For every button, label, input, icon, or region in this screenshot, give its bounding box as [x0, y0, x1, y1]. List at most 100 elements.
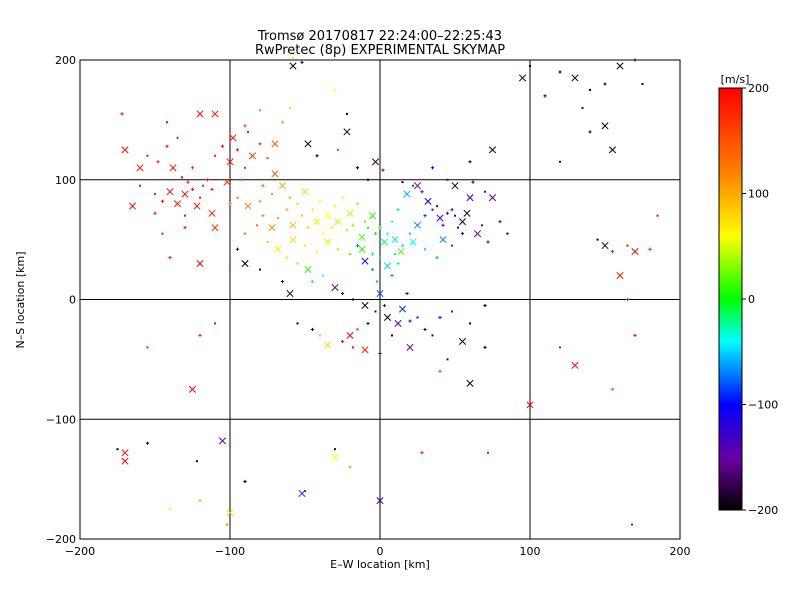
colorbar	[718, 87, 743, 511]
scatter-point	[348, 465, 352, 469]
scatter-point	[484, 190, 486, 193]
scatter-point	[400, 244, 405, 248]
scatter-point	[310, 327, 315, 332]
scatter-point	[315, 154, 319, 158]
grid-lines	[80, 60, 680, 539]
scatter-point	[596, 238, 599, 241]
scatter-point	[190, 187, 195, 191]
scatter-point	[196, 260, 204, 268]
scatter-point	[330, 226, 334, 230]
scatter-point	[439, 236, 447, 244]
y-tick-label: 100	[55, 174, 76, 187]
scatter-point	[214, 154, 216, 157]
scatter-point	[303, 244, 307, 248]
scatter-point	[211, 224, 219, 232]
scatter-point	[361, 346, 369, 354]
scatter-point	[160, 199, 165, 203]
scatter-point	[205, 178, 210, 182]
scatter-point	[343, 128, 351, 136]
x-ticks: −200 −100 0 100 200	[65, 545, 691, 558]
scatter-point	[188, 385, 197, 393]
scatter-point	[430, 166, 435, 170]
scatter-point	[322, 232, 324, 235]
scatter-point	[337, 148, 339, 151]
scatter-point	[301, 188, 309, 196]
scatter-point	[487, 451, 489, 454]
scatter-point	[136, 164, 144, 172]
scatter-point	[483, 345, 487, 349]
scatter-point	[310, 208, 315, 212]
scatter-point	[631, 523, 633, 526]
scatter-point	[226, 158, 234, 166]
scatter-point	[386, 232, 389, 235]
scatter-point	[378, 226, 382, 230]
scatter-point	[367, 178, 369, 181]
scatter-point	[543, 94, 547, 98]
scatter-point	[412, 184, 414, 187]
plot-frame	[79, 59, 681, 540]
scatter-point	[368, 212, 377, 220]
scatter-point	[589, 88, 591, 91]
scatter-point	[431, 334, 434, 337]
scatter-point	[446, 178, 449, 181]
scatter-point	[181, 176, 183, 179]
scatter-point	[601, 242, 609, 250]
scatter-point	[202, 184, 204, 187]
scatter-point	[304, 140, 312, 148]
scatter-point	[641, 82, 644, 85]
scatter-point	[333, 204, 337, 208]
scatter-point	[391, 236, 399, 244]
y-axis-label: N–S location [km]	[14, 251, 27, 348]
scatter-point	[243, 232, 247, 236]
scatter-point	[218, 437, 227, 445]
scatter-point	[226, 509, 234, 517]
scatter-point	[382, 303, 387, 308]
scatter-point	[296, 202, 299, 205]
scatter-point	[374, 310, 377, 313]
scatter-point	[450, 208, 454, 212]
scatter-point	[423, 327, 427, 332]
scatter-point	[211, 110, 219, 118]
x-tick-label: 100	[520, 545, 541, 558]
scatter-point	[285, 255, 289, 260]
scatter-point	[139, 184, 141, 187]
scatter-point	[656, 214, 659, 217]
scatter-point	[391, 334, 393, 337]
scatter-point	[154, 193, 156, 196]
scatter-point	[468, 160, 472, 164]
scatter-point	[558, 70, 562, 74]
scatter-point	[323, 341, 332, 349]
scatter-point	[351, 223, 355, 227]
scatter-point	[146, 346, 149, 349]
scatter-point	[355, 166, 360, 170]
scatter-point	[438, 369, 442, 373]
scatter-point	[438, 315, 442, 320]
x-tick-label: 0	[377, 545, 384, 558]
scatter-point	[120, 112, 124, 116]
scatter-point	[166, 188, 174, 196]
scatter-point	[346, 229, 348, 232]
scatter-point	[161, 232, 164, 235]
scatter-point	[451, 244, 453, 247]
y-ticks: −200 −100 0 100 200	[46, 54, 76, 546]
scatter-point	[121, 449, 129, 457]
scatter-point	[445, 211, 450, 215]
scatter-point	[304, 266, 312, 274]
scatter-point	[296, 322, 299, 325]
scatter-point	[153, 211, 157, 215]
scatter-point	[408, 319, 412, 323]
scatter-point	[223, 178, 231, 186]
scatter-point	[340, 339, 345, 344]
scatter-point	[483, 303, 487, 308]
scatter-point	[183, 226, 187, 230]
scatter-point	[173, 200, 182, 208]
scatter-point	[121, 457, 129, 465]
scatter-point	[259, 109, 261, 112]
scatter-point	[241, 260, 249, 268]
scatter-point	[296, 262, 299, 265]
scatter-point	[633, 333, 637, 338]
scatter-point	[381, 168, 385, 172]
scatter-point	[355, 202, 360, 206]
scatter-point	[371, 268, 374, 271]
scatter-point	[403, 190, 411, 198]
